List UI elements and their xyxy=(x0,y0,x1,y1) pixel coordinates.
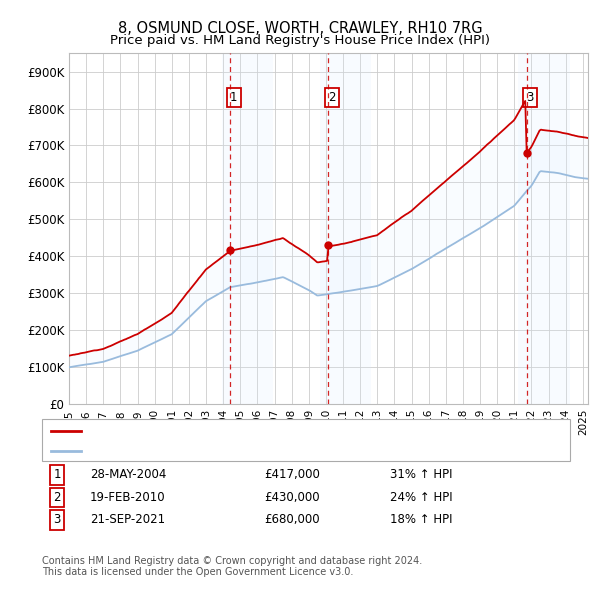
Text: Contains HM Land Registry data © Crown copyright and database right 2024.
This d: Contains HM Land Registry data © Crown c… xyxy=(42,556,422,578)
Text: 24% ↑ HPI: 24% ↑ HPI xyxy=(390,491,452,504)
Text: 8, OSMUND CLOSE, WORTH, CRAWLEY, RH10 7RG (detached house): 8, OSMUND CLOSE, WORTH, CRAWLEY, RH10 7R… xyxy=(87,426,467,435)
Text: 1: 1 xyxy=(230,91,238,104)
Text: 28-MAY-2004: 28-MAY-2004 xyxy=(90,468,166,481)
Bar xyxy=(518,53,569,404)
Text: 19-FEB-2010: 19-FEB-2010 xyxy=(90,491,166,504)
Text: 3: 3 xyxy=(526,91,534,104)
Text: 2: 2 xyxy=(53,491,61,504)
Text: HPI: Average price, detached house, Crawley: HPI: Average price, detached house, Craw… xyxy=(87,446,338,455)
Text: 2: 2 xyxy=(328,91,335,104)
Bar xyxy=(320,53,371,404)
Text: 8, OSMUND CLOSE, WORTH, CRAWLEY, RH10 7RG: 8, OSMUND CLOSE, WORTH, CRAWLEY, RH10 7R… xyxy=(118,21,482,35)
Text: 1: 1 xyxy=(53,468,61,481)
Text: 3: 3 xyxy=(53,513,61,526)
Bar xyxy=(221,53,273,404)
Text: Price paid vs. HM Land Registry's House Price Index (HPI): Price paid vs. HM Land Registry's House … xyxy=(110,34,490,47)
Text: 18% ↑ HPI: 18% ↑ HPI xyxy=(390,513,452,526)
Text: £417,000: £417,000 xyxy=(264,468,320,481)
Text: 31% ↑ HPI: 31% ↑ HPI xyxy=(390,468,452,481)
Text: £430,000: £430,000 xyxy=(264,491,320,504)
Text: 21-SEP-2021: 21-SEP-2021 xyxy=(90,513,165,526)
Text: £680,000: £680,000 xyxy=(264,513,320,526)
